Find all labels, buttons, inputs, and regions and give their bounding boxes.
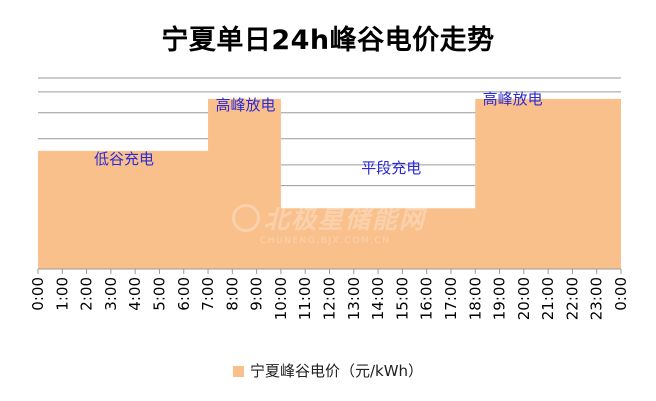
x-tick-label: 4:00 [126,277,144,311]
price-area-series [38,98,621,269]
annotation-label: 高峰放电 [215,96,275,114]
x-tick-label: 21:00 [539,277,557,320]
annotation-label: 高峰放电 [483,90,543,108]
area-layer [38,98,621,269]
axis-layer: 0:00 1:00 2:00 3:00 4:00 5:00 6:00 7:00 8:00 9:00… [29,268,630,320]
x-tick-label: 7:00 [199,277,217,311]
x-tick-label: 17:00 [442,277,460,320]
x-tick-label: 23:00 [588,277,606,320]
x-tick-label: 11:00 [296,277,314,320]
x-tick-label: 18:00 [466,277,484,320]
x-tick-label: 13:00 [345,277,363,320]
x-tick-label: 1:00 [53,277,71,311]
x-tick-label: 0:00 [612,277,630,311]
x-tick-label: 8:00 [223,277,241,311]
x-tick-label: 16:00 [418,277,436,320]
chart-title: 宁夏单日24h峰谷电价走势 [161,25,495,56]
legend: 宁夏峰谷电价（元/kWh） [0,360,656,381]
legend-swatch [232,366,244,377]
x-tick-label: 0:00 [29,277,47,311]
legend-label: 宁夏峰谷电价（元/kWh） [249,362,424,380]
x-tick-label: 14:00 [369,277,387,320]
x-tick-label: 10:00 [272,277,290,320]
x-tick-label: 9:00 [248,277,266,311]
annotation-label: 低谷充电 [94,150,154,168]
x-tick-label: 20:00 [515,277,533,320]
x-tick-label: 5:00 [150,277,168,311]
x-tick-label: 22:00 [563,277,581,320]
x-tick-label: 2:00 [78,277,96,311]
x-tick-label: 6:00 [175,277,193,311]
x-tick-label: 19:00 [491,277,509,320]
annotation-label: 平段充电 [361,159,421,177]
x-tick-label: 15:00 [393,277,411,320]
x-tick-label: 12:00 [321,277,339,320]
x-tick-label: 3:00 [102,277,120,311]
